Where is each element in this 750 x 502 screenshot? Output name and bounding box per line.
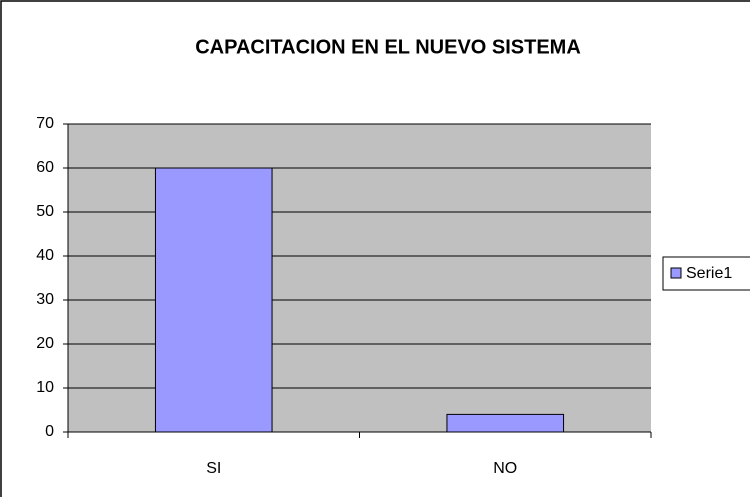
legend-label: Serie1 xyxy=(686,265,732,282)
y-tick-label: 10 xyxy=(36,379,54,396)
bar xyxy=(446,413,565,433)
y-tick-label: 70 xyxy=(36,115,54,132)
legend-swatch xyxy=(670,267,682,279)
y-tick-label: 0 xyxy=(45,423,54,440)
chart-title: CAPACITACION EN EL NUEVO SISTEMA xyxy=(195,36,581,58)
y-tick-label: 30 xyxy=(36,291,54,308)
y-tick-label: 40 xyxy=(36,247,54,264)
x-tick-label: NO xyxy=(493,460,517,477)
y-tick-label: 20 xyxy=(36,335,54,352)
x-tick-label: SI xyxy=(206,460,221,477)
bar xyxy=(154,167,273,433)
y-tick-label: 60 xyxy=(36,159,54,176)
y-tick-label: 50 xyxy=(36,203,54,220)
